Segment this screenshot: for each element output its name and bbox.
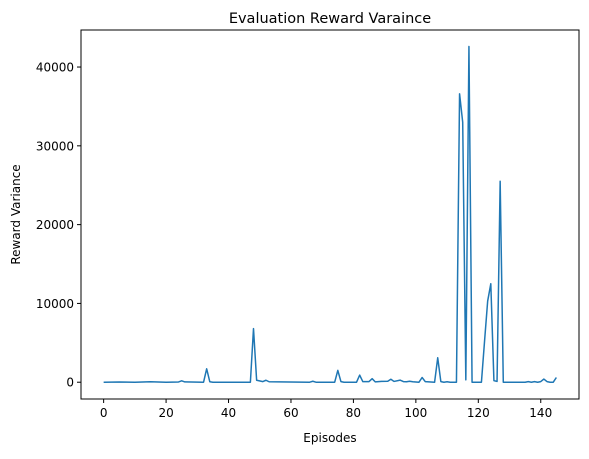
- x-tick-label: 120: [467, 406, 490, 420]
- series-line-0: [103, 45, 557, 383]
- x-tick-label: 140: [529, 406, 552, 420]
- y-tick-label: 40000: [36, 61, 74, 75]
- y-tick-label: 10000: [36, 297, 74, 311]
- x-tick-label: 0: [100, 406, 108, 420]
- x-axis-ticks: 0 20 40 60 80 100 120 140: [100, 399, 552, 420]
- y-axis-ticks: 0 10000 20000 30000 40000: [36, 61, 81, 390]
- x-tick-label: 80: [346, 406, 361, 420]
- plot-layer: [103, 45, 557, 383]
- x-tick-label: 60: [283, 406, 298, 420]
- y-tick-label: 30000: [36, 139, 74, 153]
- chart-title: Evaluation Reward Varaince: [229, 11, 431, 27]
- x-tick-label: 20: [158, 406, 173, 420]
- x-tick-label: 100: [404, 406, 427, 420]
- x-axis-label: Episodes: [303, 431, 356, 445]
- y-tick-label: 0: [66, 376, 74, 390]
- y-tick-label: 20000: [36, 218, 74, 232]
- y-axis-label: Reward Variance: [9, 164, 23, 264]
- plot-frame: [80, 29, 580, 400]
- x-tick-label: 40: [221, 406, 236, 420]
